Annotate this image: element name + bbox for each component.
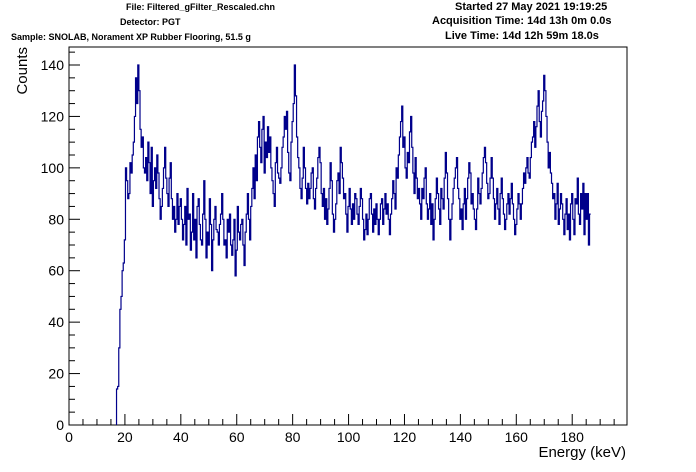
sample-label: Sample: SNOLAB, Norament XP Rubber Floor… [11, 32, 251, 42]
x-axis: 0 20 40 60 80 100 120 140 160 180 [65, 414, 615, 445]
x-tick-label: 180 [561, 429, 585, 445]
y-axis-title: Counts [14, 47, 31, 95]
x-tick-label: 60 [229, 429, 245, 445]
y-tick-label: 120 [41, 108, 65, 124]
acquisition-time-label: Acquisition Time: 14d 13h 0m 0.0s [432, 15, 612, 27]
x-tick-label: 140 [449, 429, 473, 445]
file-name-label: File: Filtered_gFilter_Rescaled.chn [126, 2, 276, 12]
x-tick-label: 40 [173, 429, 189, 445]
x-tick-label: 100 [337, 429, 361, 445]
x-tick-label: 120 [393, 429, 417, 445]
y-axis: 0 20 40 60 80 100 120 140 [41, 51, 80, 433]
y-tick-label: 140 [41, 57, 65, 73]
x-axis-title: Energy (keV) [538, 444, 626, 461]
y-tick-label: 40 [48, 314, 64, 330]
y-tick-label: 20 [48, 366, 64, 382]
plot-frame [68, 46, 628, 426]
y-tick-label: 60 [48, 263, 64, 279]
counts-series-line [115, 64, 591, 425]
y-tick-label: 0 [56, 417, 64, 433]
start-time-label: Started 27 May 2021 19:19:25 [455, 1, 608, 13]
x-tick-label: 20 [117, 429, 133, 445]
x-tick-label: 0 [65, 429, 73, 445]
live-time-label: Live Time: 14d 12h 59m 18.0s [445, 30, 599, 42]
y-tick-label: 80 [48, 211, 64, 227]
x-tick-label: 160 [505, 429, 529, 445]
detector-label: Detector: PGT [120, 17, 181, 27]
x-tick-label: 80 [285, 429, 301, 445]
y-tick-label: 100 [41, 160, 65, 176]
